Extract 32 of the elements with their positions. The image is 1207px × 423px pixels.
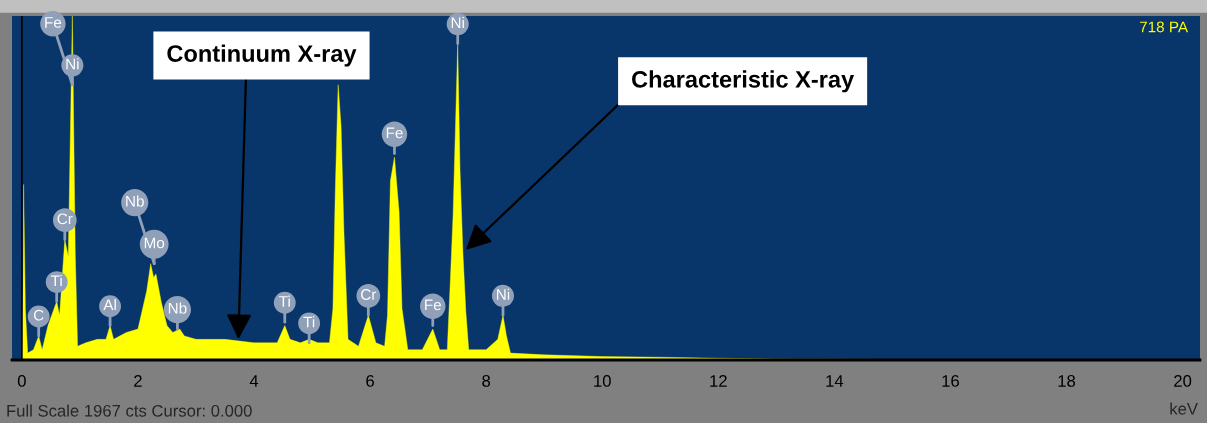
annotation: Al: [103, 299, 116, 311]
annotation: Ti: [279, 295, 290, 307]
annotation: Cr: [57, 213, 73, 225]
x-tick-label: 16: [942, 375, 959, 387]
x-tick-label: 10: [594, 375, 611, 387]
x-axis-title: keV: [1170, 402, 1198, 415]
annotation: Characteristic X-ray: [632, 70, 855, 93]
annotation: Continuum X-ray: [167, 44, 357, 67]
annotation: Mo: [144, 237, 165, 249]
x-tick-label: 18: [1058, 375, 1076, 387]
annotation: 718 PA: [1139, 21, 1189, 33]
annotation: Nb: [168, 302, 187, 314]
x-tick-label: 14: [826, 375, 844, 387]
x-tick-label: 4: [249, 375, 259, 387]
annotation: Ni: [497, 288, 510, 300]
annotation: Fe: [386, 127, 403, 139]
annotation: Cr: [361, 289, 377, 300]
annotation: Nb: [126, 195, 144, 207]
annotation: Ti: [50, 274, 62, 287]
text: Full Scale 1967 cts Cursor: 0.000: [7, 404, 252, 417]
x-tick-label: 6: [366, 375, 374, 387]
annotation: C: [33, 309, 44, 321]
x-tick-label: 20: [1174, 375, 1192, 387]
annotation: Ti: [303, 316, 315, 328]
annotation: Fe: [425, 299, 441, 311]
annotation: Fe: [45, 17, 62, 28]
x-tick-label: 2: [134, 375, 142, 387]
annotation: Ni: [451, 16, 464, 29]
annotation: Ni: [66, 58, 79, 70]
x-tick-label: 0: [17, 375, 26, 387]
x-tick-label: 8: [482, 375, 491, 387]
x-tick-label: 12: [710, 375, 727, 387]
